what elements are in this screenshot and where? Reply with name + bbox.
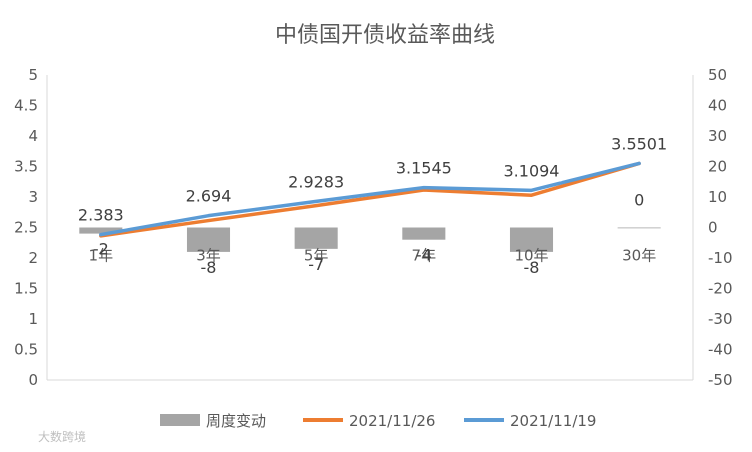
- legend-label: 2021/11/26: [349, 412, 435, 430]
- category-label: 7年: [412, 247, 437, 265]
- category-label: 3年: [196, 247, 221, 265]
- right-tick-label: -20: [708, 280, 733, 298]
- bar-data-label: -8: [201, 258, 217, 277]
- category-label: 30年: [622, 247, 656, 265]
- series-line: [99, 161, 641, 237]
- right-tick-label: 40: [708, 97, 727, 115]
- left-tick-label: 3: [28, 188, 38, 206]
- category-label: 1年: [89, 247, 114, 265]
- right-tick-label: -50: [708, 371, 733, 389]
- line-series: [99, 161, 641, 238]
- left-tick-label: 5: [28, 66, 38, 84]
- bar: [402, 227, 446, 240]
- bar-data-label: -8: [524, 258, 540, 277]
- left-tick-label: 2: [28, 249, 38, 267]
- left-tick-label: 4.5: [14, 97, 38, 115]
- bar: [617, 227, 661, 229]
- left-tick-label: 3.5: [14, 158, 38, 176]
- legend-label: 周度变动: [206, 412, 266, 430]
- watermark: 大数跨境: [38, 429, 86, 444]
- right-tick-label: 30: [708, 127, 727, 145]
- bar: [509, 227, 554, 252]
- left-tick-label: 2.5: [14, 219, 38, 237]
- chart-title: 中债国开债收益率曲线: [275, 23, 495, 48]
- data-label-bg: [393, 158, 454, 179]
- line-data-label: 3.5501: [611, 134, 667, 153]
- left-tick-label: 4: [28, 127, 38, 145]
- right-tick-label: -30: [708, 310, 733, 328]
- right-tick-label: 20: [708, 158, 727, 176]
- data-label-bg: [609, 134, 670, 155]
- bar-data-label: -7: [308, 255, 324, 274]
- right-tick-label: 10: [708, 188, 727, 206]
- bar: [186, 227, 231, 252]
- bar: [294, 227, 338, 249]
- right-tick-label: -40: [708, 341, 733, 359]
- legend-swatch-bar: [160, 414, 200, 426]
- left-tick-label: 0: [28, 371, 38, 389]
- line-data-label: 2.694: [186, 187, 232, 206]
- bar: [79, 227, 123, 234]
- line-data-label: 2.383: [78, 206, 124, 225]
- right-tick-label: 0: [708, 219, 718, 237]
- line-data-label: 3.1094: [504, 161, 560, 180]
- right-tick-label: -10: [708, 249, 733, 267]
- left-tick-label: 1.5: [14, 280, 38, 298]
- data-label-bg: [75, 205, 127, 226]
- category-labels: 1年 3年 5年 7年 10年 30年: [89, 247, 657, 265]
- bar-data-label: 0: [634, 191, 644, 210]
- legend: 周度变动 2021/11/26 2021/11/19: [160, 412, 596, 430]
- category-label: 10年: [514, 247, 548, 265]
- axes: 00.511.522.533.544.55-50-40-30-20-100102…: [14, 66, 732, 389]
- data-label-bg: [501, 161, 562, 182]
- data-labels: 2.383 2.694 2.9283 3.1545 3.1094 3.5501 -2 -8 -7…: [75, 134, 670, 277]
- line-data-label: 2.9283: [288, 172, 344, 191]
- data-label-bg: [183, 186, 234, 207]
- category-label: 5年: [304, 247, 329, 265]
- data-label-bg: [286, 172, 347, 193]
- right-tick-label: 50: [708, 66, 727, 84]
- series-line: [99, 161, 641, 238]
- line-data-label: 3.1545: [396, 159, 452, 178]
- legend-label: 2021/11/19: [510, 412, 596, 430]
- left-tick-label: 0.5: [14, 341, 38, 359]
- bar-data-label: -2: [93, 240, 109, 259]
- bar-data-label: -4: [416, 246, 432, 265]
- left-tick-label: 1: [28, 310, 38, 328]
- bar-series: [79, 227, 661, 252]
